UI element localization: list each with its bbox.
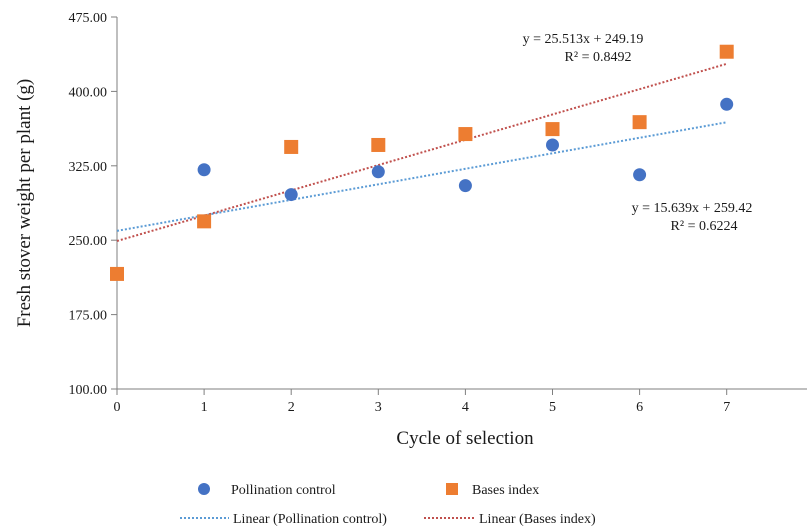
pollination-control-equation: y = 15.639x + 259.42 xyxy=(632,201,753,216)
trendlines xyxy=(116,62,727,242)
point-pollination-control xyxy=(284,188,298,202)
point-bases-index xyxy=(197,214,212,229)
point-pollination-control xyxy=(546,138,559,152)
x-axis-title: Cycle of selection xyxy=(396,428,534,449)
point-bases-index xyxy=(632,115,647,130)
y-axis-ticks: 100.00 175.00 250.00 325.00 400.00 475.00 xyxy=(69,11,117,398)
legend: Pollination control Bases index Linear (… xyxy=(180,483,596,527)
legend-marker-bases-index xyxy=(446,483,458,495)
y-tick-label: 325.00 xyxy=(69,160,108,175)
pollination-control-r2: R² = 0.6224 xyxy=(671,219,738,234)
x-tick-label: 2 xyxy=(288,400,295,415)
legend-label-linear-bases-index: Linear (Bases index) xyxy=(479,512,596,527)
x-tick-label: 1 xyxy=(201,400,208,415)
point-pollination-control xyxy=(371,165,385,179)
point-pollination-control xyxy=(197,163,211,177)
point-bases-index xyxy=(458,127,473,142)
y-axis-title: Fresh stover weight per plant (g) xyxy=(14,79,35,328)
y-tick-label: 175.00 xyxy=(69,309,108,324)
data-points xyxy=(110,44,734,281)
y-tick-label: 475.00 xyxy=(69,11,108,26)
y-tick-label: 100.00 xyxy=(69,383,108,398)
point-bases-index xyxy=(545,122,560,137)
x-tick-label: 5 xyxy=(549,400,556,415)
point-bases-index xyxy=(110,266,124,281)
x-tick-label: 6 xyxy=(636,400,643,415)
y-tick-label: 250.00 xyxy=(69,234,108,249)
point-bases-index xyxy=(284,139,299,154)
x-tick-label: 7 xyxy=(723,400,730,415)
legend-label-bases-index: Bases index xyxy=(472,483,539,498)
trendline-bases-index xyxy=(116,62,727,242)
x-tick-label: 3 xyxy=(375,400,382,415)
point-pollination-control xyxy=(720,97,734,111)
bases-index-equation: y = 25.513x + 249.19 xyxy=(523,32,644,47)
y-tick-label: 400.00 xyxy=(69,85,108,100)
trendline-pollination-control xyxy=(116,121,727,232)
point-pollination-control xyxy=(633,168,647,182)
point-bases-index xyxy=(719,44,734,59)
x-axis-ticks: 0 1 2 3 4 5 6 7 xyxy=(114,389,730,415)
point-pollination-control xyxy=(458,179,472,193)
legend-label-pollination-control: Pollination control xyxy=(231,483,336,498)
legend-label-linear-pollination-control: Linear (Pollination control) xyxy=(233,512,387,527)
x-tick-label: 4 xyxy=(462,400,469,415)
point-bases-index xyxy=(371,137,386,152)
legend-marker-pollination-control xyxy=(198,483,210,495)
bases-index-r2: R² = 0.8492 xyxy=(565,50,632,65)
x-tick-label: 0 xyxy=(114,400,121,415)
